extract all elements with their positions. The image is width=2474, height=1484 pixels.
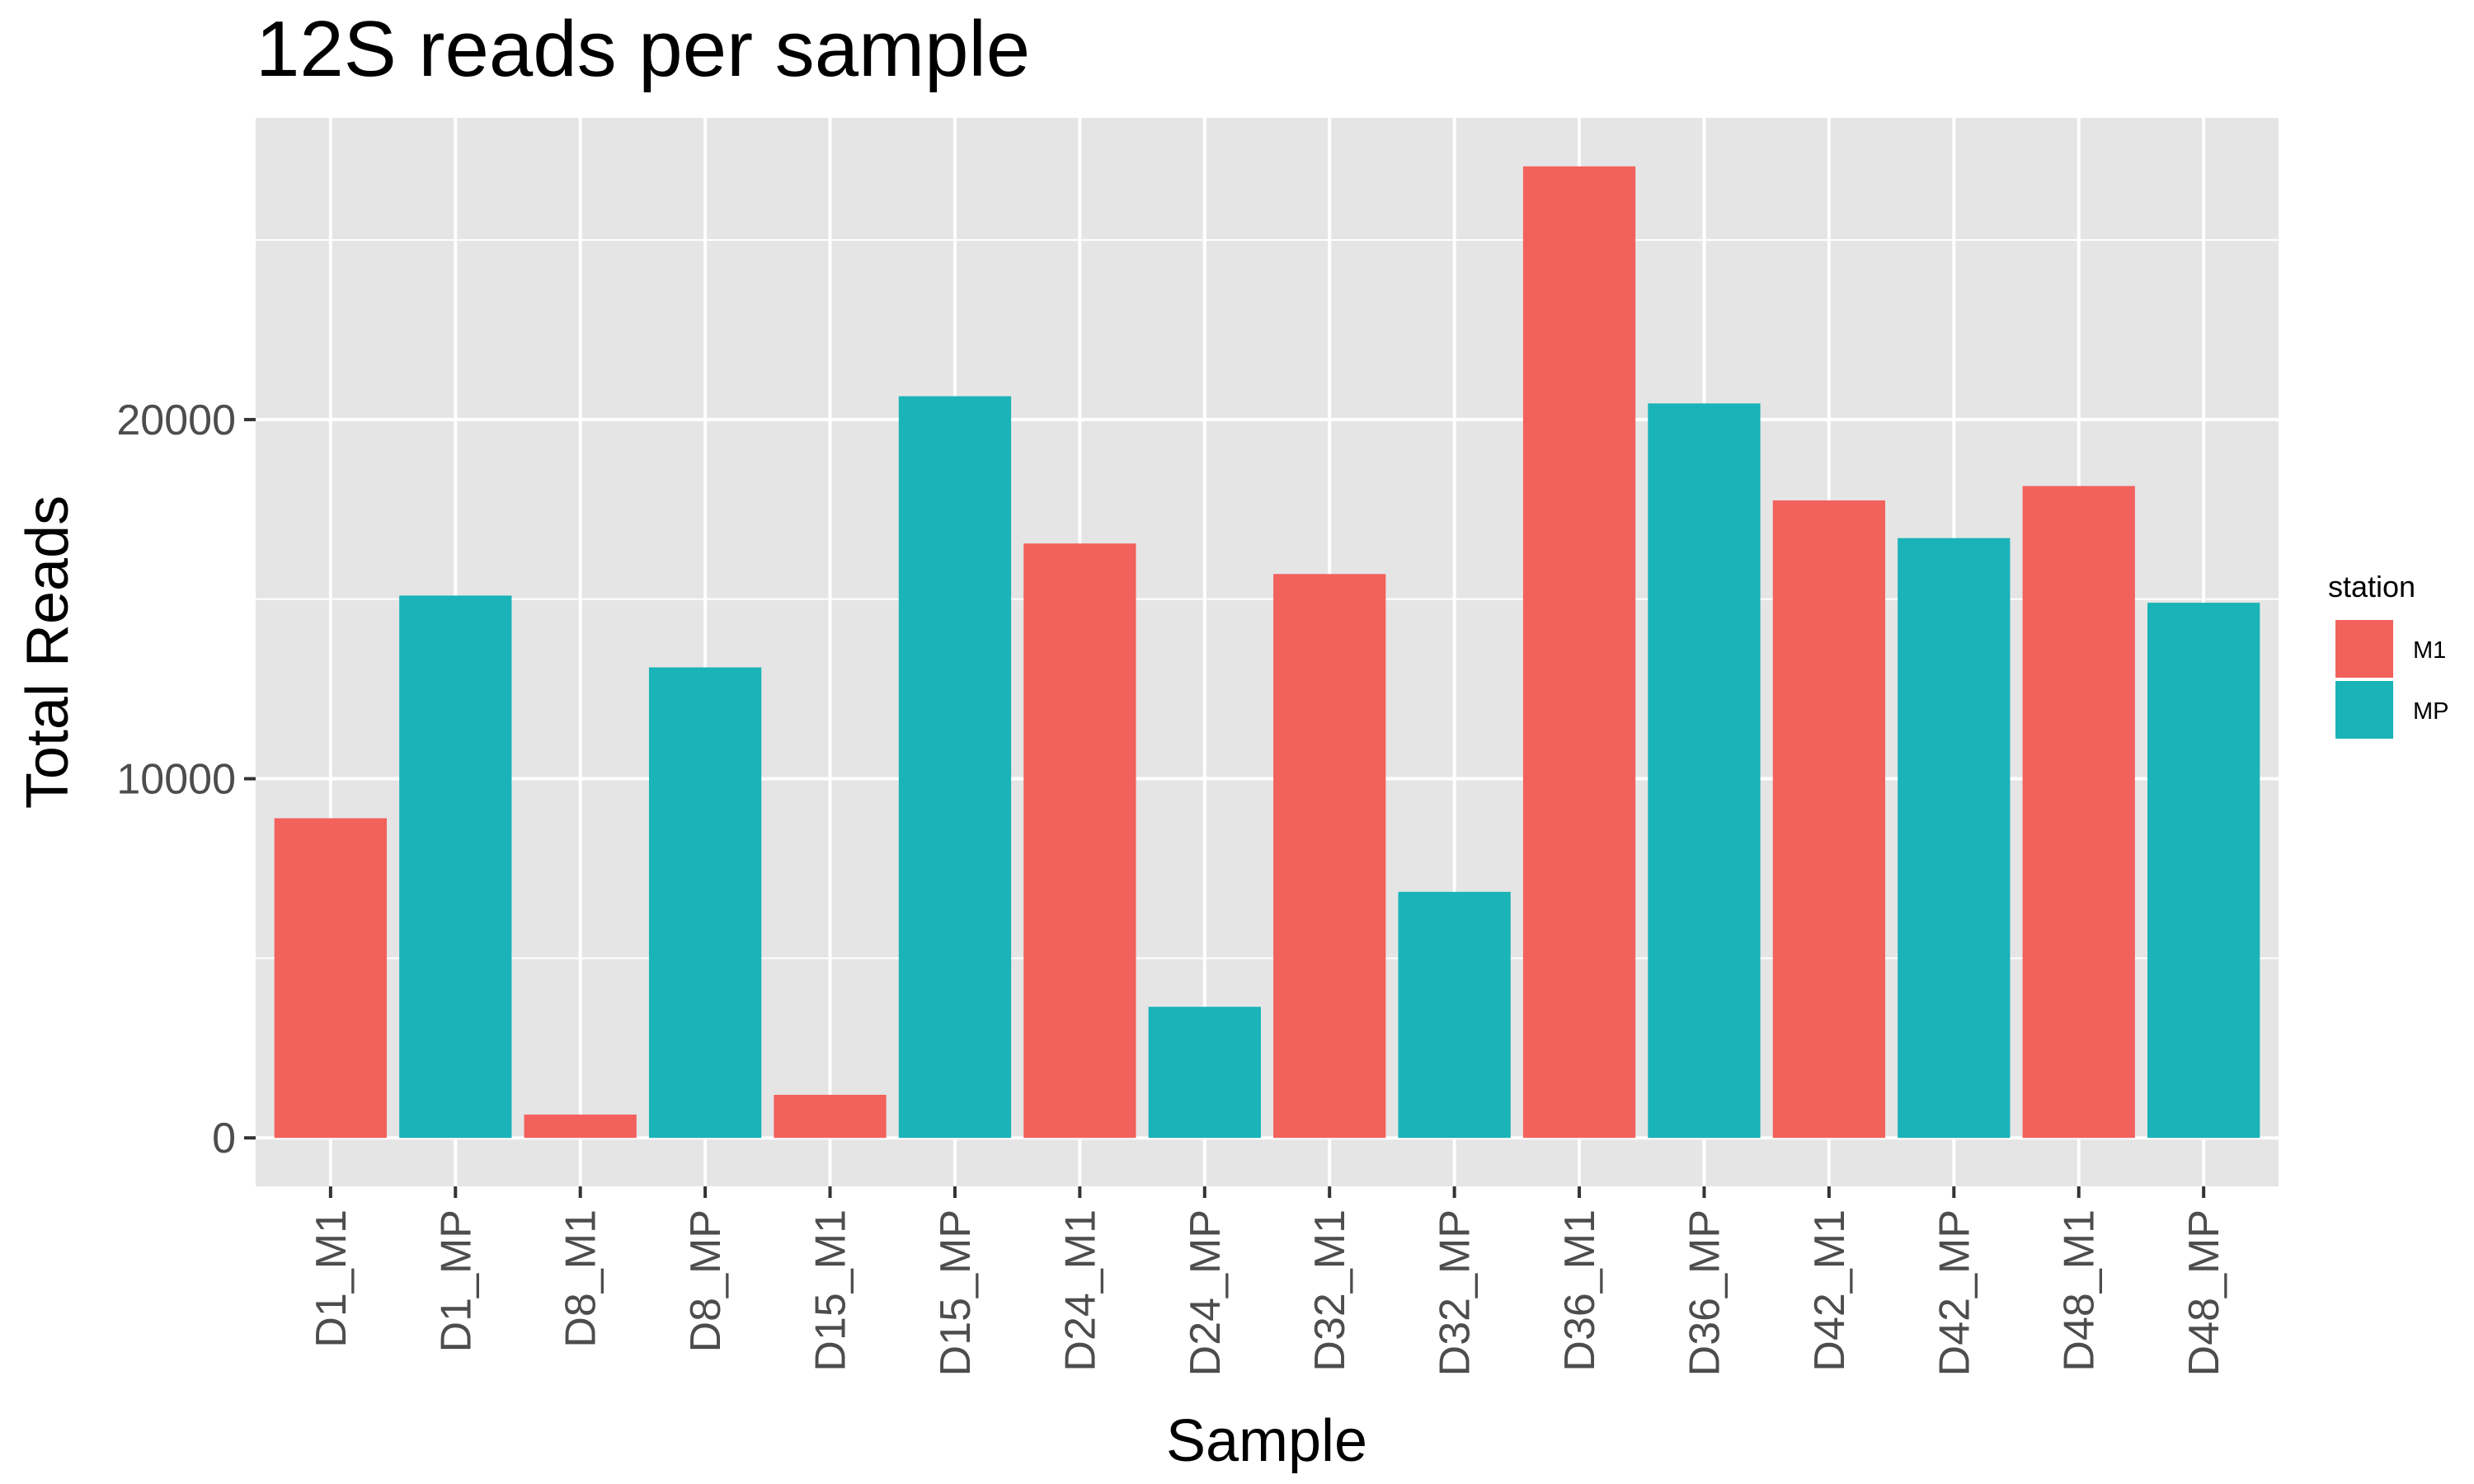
y-tick-label: 10000 [116,756,236,804]
y-axis-title: Total Reads [15,495,81,809]
bar-d1-mp [399,595,512,1139]
bar-d24-m1 [1023,543,1136,1139]
x-tick-label: D48_MP [2180,1209,2228,1376]
x-tick-label: D48_M1 [2056,1209,2104,1372]
x-tick-label: D42_MP [1931,1209,1978,1376]
x-tick-label: D36_MP [1681,1209,1729,1376]
bar-d8-mp [648,667,762,1139]
x-tick-label: D32_M1 [1306,1209,1354,1372]
x-axis-title: Sample [1166,1408,1367,1474]
y-axis: 0 10000 20000 [116,397,256,1162]
bar-d42-m1 [1772,500,1886,1139]
legend-swatch-m1 [2335,620,2393,678]
bar-d36-mp [1648,403,1761,1139]
bar-d24-mp [1148,1007,1261,1139]
bar-d1-m1 [274,818,387,1139]
x-tick-label: D8_MP [682,1209,730,1352]
chart-title: 12S reads per sample [256,5,1030,93]
bar-d32-m1 [1273,574,1386,1139]
bar-d48-mp [2147,603,2260,1139]
x-tick-label: D8_M1 [557,1209,605,1348]
x-tick-label: D24_MP [1182,1209,1230,1376]
x-tick-label: D15_M1 [807,1209,855,1372]
bars [274,166,2260,1139]
bar-d48-m1 [2022,486,2135,1139]
x-axis: D1_M1 D1_MP D8_M1 D8_MP D15_M1 D15_MP D24_M1 D2… [308,1186,2228,1376]
y-tick-label: 20000 [116,397,236,444]
y-tick-label: 0 [212,1115,236,1162]
x-tick-label: D36_M1 [1556,1209,1604,1372]
x-tick-label: D1_M1 [308,1209,355,1348]
legend-label-mp: MP [2413,698,2449,725]
x-tick-label: D42_M1 [1806,1209,1854,1372]
bar-d15-mp [898,396,1012,1139]
bar-d32-mp [1398,891,1511,1139]
x-tick-label: D1_MP [432,1209,480,1352]
legend-swatch-mp [2335,681,2393,739]
bar-d15-m1 [774,1094,887,1139]
legend: station M1 MP [2328,570,2449,739]
x-tick-label: D15_MP [932,1209,980,1376]
legend-label-m1: M1 [2413,637,2446,664]
bar-d36-m1 [1522,166,1636,1139]
x-tick-label: D32_MP [1432,1209,1479,1376]
legend-title: station [2328,570,2415,603]
x-tick-label: D24_M1 [1056,1209,1104,1372]
bar-d42-mp [1898,538,2011,1139]
bar-d8-m1 [524,1114,637,1139]
